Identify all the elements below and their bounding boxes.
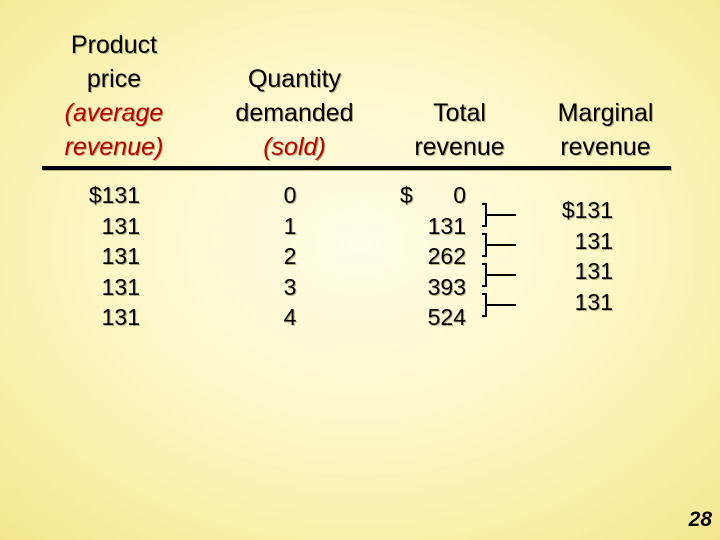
header-price-line3: (average bbox=[64, 99, 164, 127]
total-revenue-cell: 393 bbox=[427, 273, 466, 300]
header-divider bbox=[42, 166, 671, 170]
total-revenue-column: 0 131 262 393 524 bbox=[410, 180, 466, 333]
header-marginal-line1: Marginal bbox=[557, 99, 654, 127]
quantity-column: 0 1 2 3 4 bbox=[270, 180, 310, 333]
price-cell: 131 bbox=[101, 273, 140, 300]
difference-brackets bbox=[482, 203, 516, 317]
bracket-connector bbox=[482, 293, 516, 317]
header-quantity: Quantity demanded (sold) bbox=[212, 62, 377, 164]
header-quantity-line2: demanded bbox=[235, 99, 354, 127]
quantity-cell: 1 bbox=[283, 212, 297, 239]
total-revenue-cell: 524 bbox=[427, 304, 466, 330]
total-revenue-cell: 131 bbox=[427, 212, 466, 239]
total-revenue-currency: $ bbox=[400, 182, 413, 208]
marginal-revenue-cell: 131 bbox=[574, 227, 613, 254]
marginal-revenue-cell: 131 bbox=[574, 288, 613, 315]
price-cell: 131 bbox=[101, 304, 140, 330]
quantity-cell: 3 bbox=[283, 273, 297, 300]
quantity-cell: 0 bbox=[283, 182, 297, 208]
header-marginal-line2: revenue bbox=[560, 133, 651, 161]
header-total-line1: Total bbox=[433, 99, 486, 127]
quantity-cell: 2 bbox=[283, 243, 297, 269]
marginal-revenue-cell: 131 bbox=[574, 258, 613, 284]
header-product-price: Product price (average revenue) bbox=[44, 28, 184, 164]
price-column: $131 131 131 131 131 bbox=[60, 180, 140, 333]
quantity-cell: 4 bbox=[283, 304, 297, 330]
header-quantity-line1: Quantity bbox=[247, 65, 342, 93]
marginal-revenue-cell: $131 bbox=[561, 197, 613, 223]
header-marginal-revenue: Marginal revenue bbox=[538, 96, 673, 164]
header-price-line1: Product bbox=[70, 31, 158, 59]
header-total-revenue: Total revenue bbox=[392, 96, 527, 164]
price-cell: 131 bbox=[101, 243, 140, 269]
header-price-line2: price bbox=[86, 65, 142, 93]
bracket-connector bbox=[482, 263, 516, 287]
bracket-connector bbox=[482, 233, 516, 257]
header-quantity-line3: (sold) bbox=[263, 133, 326, 161]
header-price-line4: revenue) bbox=[64, 133, 164, 161]
page-number: 28 bbox=[688, 508, 712, 531]
marginal-revenue-column: $131 131 131 131 bbox=[545, 195, 613, 317]
total-revenue-cell: 262 bbox=[427, 243, 466, 269]
price-cell: $131 bbox=[88, 182, 140, 208]
total-revenue-cell: 0 bbox=[453, 182, 466, 208]
bracket-connector bbox=[482, 203, 516, 227]
header-total-line2: revenue bbox=[414, 133, 505, 161]
price-cell: 131 bbox=[101, 212, 140, 239]
